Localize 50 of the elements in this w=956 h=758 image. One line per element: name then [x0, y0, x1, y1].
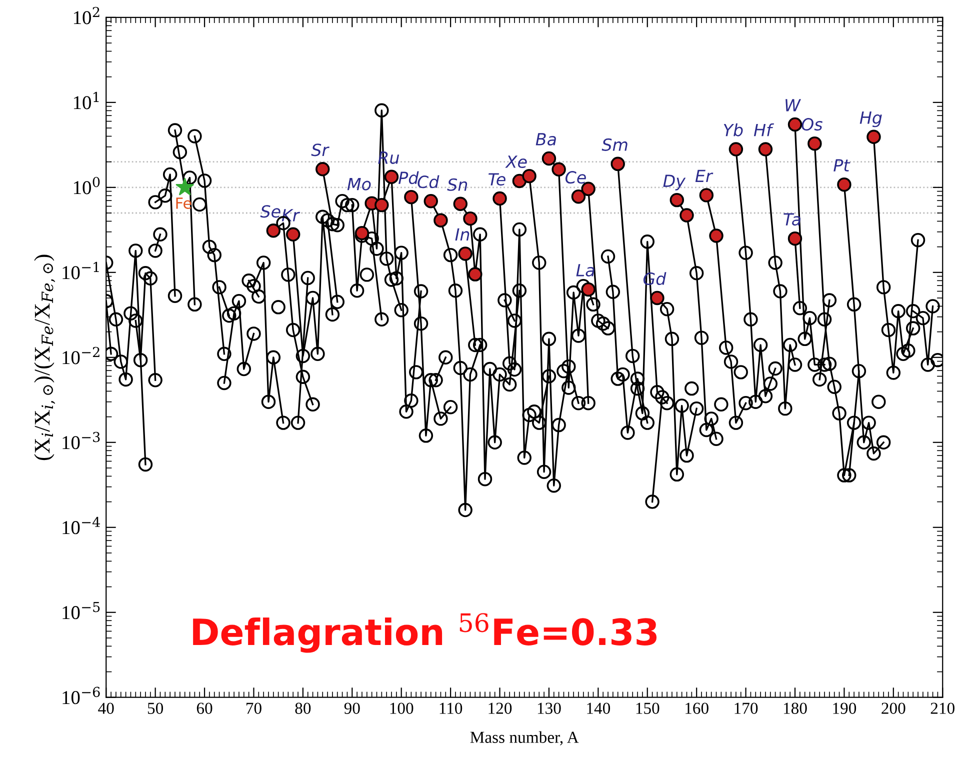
annotation: Mo	[347, 178, 371, 190]
y-tick-label: 10$^{−2}$	[62, 346, 100, 364]
x-tick-label: 60	[196, 702, 212, 714]
x-tick-label: 100	[390, 702, 414, 714]
annotation: Se	[260, 205, 280, 218]
annotation: Er	[695, 170, 714, 182]
x-tick-label: 80	[295, 702, 311, 714]
annotation: Te	[488, 173, 506, 186]
annotation: Dy	[663, 174, 686, 190]
annotation: Ce	[565, 171, 586, 184]
x-tick-label: 130	[538, 702, 561, 714]
x-tick-label: 40	[98, 702, 114, 714]
annotation: In	[455, 228, 470, 241]
x-tick-label: 120	[488, 702, 512, 714]
annotation: Os	[802, 118, 822, 131]
annotation: Pd	[398, 171, 419, 184]
x-axis-title: Mass number, A	[470, 731, 579, 746]
x-tick-label: 210	[930, 702, 954, 714]
y-tick-label: 10$^{−3}$	[62, 432, 100, 450]
y-tick-label: 10$^{−5}$	[62, 602, 100, 620]
annotation: Cd	[418, 175, 440, 188]
annotation: W	[786, 99, 801, 112]
annotation: Ba	[536, 133, 556, 146]
x-tick-label: 70	[246, 702, 262, 714]
x-tick-label: 90	[344, 702, 360, 714]
y-tick-label: 10$^{−1}$	[62, 262, 99, 280]
y-tick-label: 10$^{2}$	[74, 6, 100, 24]
annotation: Sn	[447, 178, 468, 191]
y-tick-label: 10$^{0}$	[74, 176, 100, 194]
y-tick-label: 10$^{1}$	[74, 92, 99, 110]
x-tick-label: 190	[833, 702, 856, 714]
y-tick-label: 10$^{−4}$	[62, 516, 100, 534]
x-tick-label: 50	[148, 702, 164, 714]
y-tick-label: 10$^{−6}$	[62, 686, 100, 704]
annotation: Deflagration $^{56}$Fe=0.33	[193, 613, 657, 653]
x-tick-label: 110	[440, 702, 462, 714]
annotation: Pt	[834, 159, 850, 172]
x-tick-label: 180	[784, 702, 807, 714]
x-tick-label: 140	[587, 702, 610, 714]
annotation: Yb	[724, 123, 743, 136]
text: (X$_{i}$/X$_{i,⊙}$)/(X$_{Fe}$/X$_{Fe,⊙}$)	[34, 254, 56, 460]
x-tick-label: 150	[636, 702, 660, 714]
annotation: Sm	[602, 138, 628, 151]
x-tick-label: 160	[686, 702, 708, 714]
x-tick-label: 200	[882, 702, 906, 714]
annotation: Sr	[311, 144, 330, 156]
annotation: Hg	[860, 112, 882, 128]
annotation: Hf	[754, 123, 774, 136]
annotation: Xe	[505, 156, 527, 168]
x-tick-label: 170	[734, 702, 758, 714]
